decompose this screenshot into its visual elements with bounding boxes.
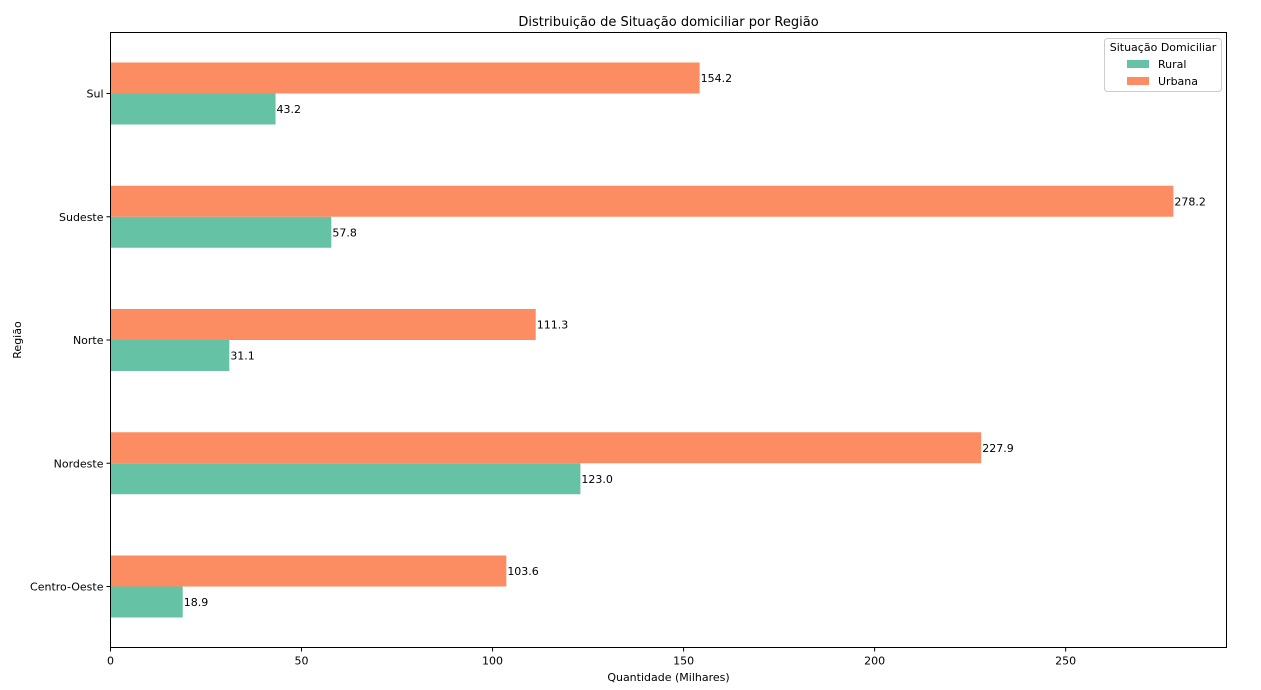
bar-urbana bbox=[110, 309, 536, 340]
value-label-rural: 31.1 bbox=[230, 350, 255, 363]
bars-layer bbox=[110, 62, 1174, 618]
plot-frame bbox=[110, 32, 1227, 648]
legend-swatch-rural bbox=[1127, 60, 1149, 68]
value-label-urbana: 111.3 bbox=[537, 319, 569, 332]
x-tick-label: 200 bbox=[864, 655, 885, 668]
value-label-rural: 123.0 bbox=[581, 473, 613, 486]
y-tick-label: Nordeste bbox=[54, 457, 104, 470]
x-tick-label: 100 bbox=[482, 655, 503, 668]
x-axis-label: Quantidade (Milhares) bbox=[607, 671, 729, 684]
y-tick-label: Sudeste bbox=[59, 211, 104, 224]
x-tick-label: 50 bbox=[295, 655, 309, 668]
bar-rural bbox=[110, 463, 581, 495]
value-labels-layer: 18.9 123.0 31.1 57.8 43.2 103.6 227.9 111.3 278.… bbox=[184, 72, 1206, 609]
value-label-urbana: 227.9 bbox=[982, 442, 1014, 455]
legend-title: Situação Domiciliar bbox=[1110, 41, 1217, 54]
bar-urbana bbox=[110, 62, 700, 94]
legend-entries: Rural Urbana bbox=[1127, 58, 1198, 88]
legend-label-rural: Rural bbox=[1158, 58, 1186, 71]
value-label-urbana: 154.2 bbox=[701, 72, 733, 85]
bar-rural bbox=[110, 93, 276, 125]
x-tick-label: 0 bbox=[107, 655, 114, 668]
bar-rural bbox=[110, 216, 332, 248]
bar-urbana bbox=[110, 185, 1174, 217]
bar-urbana bbox=[110, 555, 507, 587]
value-label-rural: 43.2 bbox=[277, 103, 302, 116]
chart-title: Distribuição de Situação domiciliar por … bbox=[518, 15, 818, 30]
x-tick-label: 150 bbox=[673, 655, 694, 668]
bar-rural bbox=[110, 586, 183, 618]
y-axis-label: Região bbox=[11, 321, 24, 359]
y-tick-label: Norte bbox=[73, 334, 104, 347]
x-tick-label: 250 bbox=[1055, 655, 1076, 668]
y-axis-ticks: Centro-Oeste Nordeste Norte Sudeste Sul bbox=[30, 88, 111, 594]
x-axis-ticks: 0 50 100 150 200 250 bbox=[107, 647, 1076, 668]
value-label-rural: 18.9 bbox=[184, 596, 209, 609]
value-label-urbana: 278.2 bbox=[1174, 195, 1206, 208]
legend-swatch-urbana bbox=[1127, 77, 1149, 85]
y-tick-label: Centro-Oeste bbox=[30, 581, 104, 594]
y-tick-label: Sul bbox=[86, 88, 103, 101]
bar-urbana bbox=[110, 432, 982, 464]
legend-label-urbana: Urbana bbox=[1158, 75, 1198, 88]
value-label-urbana: 103.6 bbox=[507, 565, 539, 578]
value-label-rural: 57.8 bbox=[332, 226, 357, 239]
bar-rural bbox=[110, 340, 230, 371]
legend: Situação Domiciliar Rural Urbana bbox=[1104, 38, 1222, 92]
